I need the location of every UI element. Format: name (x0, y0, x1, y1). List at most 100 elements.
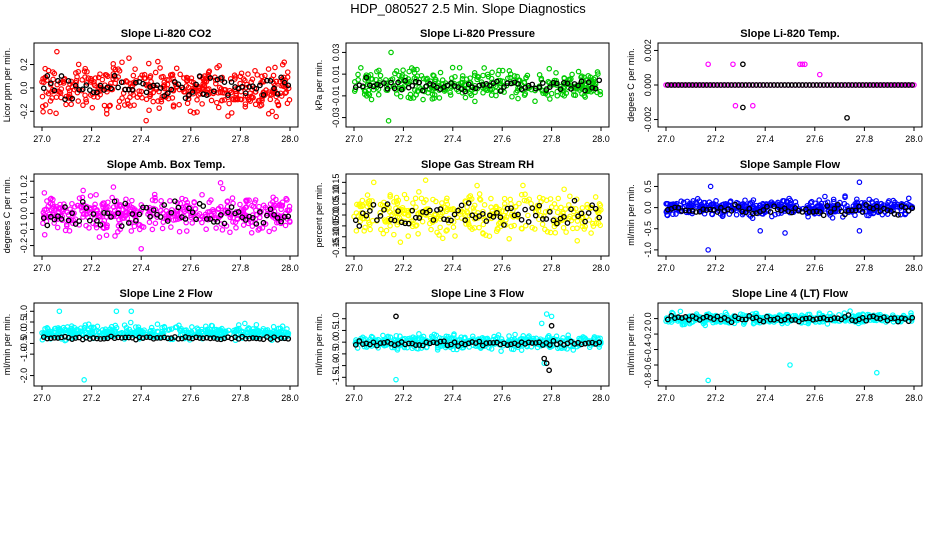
data-point (156, 105, 162, 111)
data-point (393, 68, 400, 74)
x-tick-label: 27.6 (182, 263, 200, 273)
data-point (147, 73, 154, 79)
data-point-black (79, 86, 86, 93)
data-point-black (367, 207, 373, 214)
data-point (173, 65, 180, 72)
y-tick-label: -0.03 (331, 107, 341, 128)
data-point-black (381, 80, 387, 86)
data-point-black (69, 210, 75, 217)
data-point-black (664, 82, 671, 88)
data-point (165, 327, 172, 333)
data-point-black (508, 341, 514, 348)
data-point-black (118, 335, 125, 341)
x-tick-label: 27.6 (493, 263, 511, 273)
data-point (514, 73, 521, 80)
data-point-black (483, 340, 490, 347)
data-point (405, 233, 412, 239)
data-point-black (852, 82, 859, 88)
data-point (488, 92, 495, 98)
data-point-black (543, 216, 550, 222)
data-point-black (143, 89, 150, 96)
data-point (188, 78, 195, 85)
data-point (227, 76, 234, 82)
data-point-black (824, 82, 831, 88)
y-tick-label: 0.01 (331, 65, 341, 83)
data-point (169, 95, 176, 101)
data-point (842, 193, 848, 199)
data-point-black (381, 206, 387, 213)
x-tick-label: 27.4 (132, 134, 150, 144)
data-point-black (179, 84, 185, 91)
data-point-black (462, 88, 468, 95)
data-point-black (225, 92, 231, 99)
data-point-black (384, 201, 391, 207)
data-point (409, 337, 416, 344)
y-tick-label: -0.2 (643, 326, 653, 342)
x-tick-label: 27.8 (232, 393, 250, 403)
data-point (431, 331, 438, 338)
data-point (512, 331, 518, 338)
data-point-black (739, 316, 746, 323)
data-point (434, 347, 441, 353)
data-point-black (189, 209, 196, 216)
data-point (436, 95, 443, 101)
data-point (235, 322, 242, 328)
data-point-black (511, 212, 518, 219)
data-point (552, 229, 559, 236)
data-point (854, 196, 860, 203)
data-point-black (504, 80, 511, 86)
data-point-black (140, 80, 146, 87)
data-point-black (497, 214, 504, 221)
chart-title: Slope Line 3 Flow (431, 288, 524, 300)
data-point (131, 102, 137, 108)
data-point-black (101, 335, 107, 342)
data-point (236, 325, 242, 332)
data-point (364, 192, 371, 198)
data-point-black (441, 216, 447, 223)
data-point-black (746, 205, 753, 212)
data-point (183, 219, 189, 226)
data-point (97, 71, 103, 77)
data-point (237, 201, 243, 208)
data-point (196, 85, 203, 91)
data-point-black (58, 334, 65, 341)
chart-panel-7: Slope Line 2 Flow ml/min per min. 27.0 27.2… (2, 288, 299, 403)
data-point-black (905, 82, 912, 88)
data-point (476, 191, 483, 197)
data-point (405, 212, 412, 219)
data-point-black (817, 82, 823, 88)
data-point (189, 220, 196, 226)
data-point (474, 182, 480, 189)
data-point (219, 227, 226, 233)
data-point (206, 329, 213, 336)
data-point (176, 228, 183, 235)
data-point (480, 230, 486, 236)
data-point (282, 90, 289, 96)
data-point (567, 193, 573, 200)
data-point (858, 200, 865, 206)
data-point-black (412, 342, 419, 348)
data-point-black (682, 82, 689, 88)
data-point-black (122, 86, 129, 93)
data-point-black (725, 82, 731, 88)
data-point-black (374, 217, 380, 224)
data-point (508, 211, 515, 217)
data-point (150, 98, 156, 105)
data-point (201, 215, 208, 222)
data-point (79, 77, 86, 83)
data-point (83, 99, 90, 105)
data-point-black (672, 204, 678, 211)
data-point (75, 98, 82, 104)
data-point (589, 220, 596, 227)
y-tick-label: -0.01 (331, 86, 341, 107)
data-point-black (51, 334, 58, 341)
data-point (246, 197, 252, 204)
data-point (218, 221, 225, 227)
data-point (107, 102, 113, 109)
data-point (501, 195, 508, 202)
data-point-black (700, 206, 707, 213)
data-point (509, 93, 515, 100)
data-point-outlier (816, 71, 823, 78)
data-point (197, 90, 203, 97)
data-point (255, 97, 262, 104)
